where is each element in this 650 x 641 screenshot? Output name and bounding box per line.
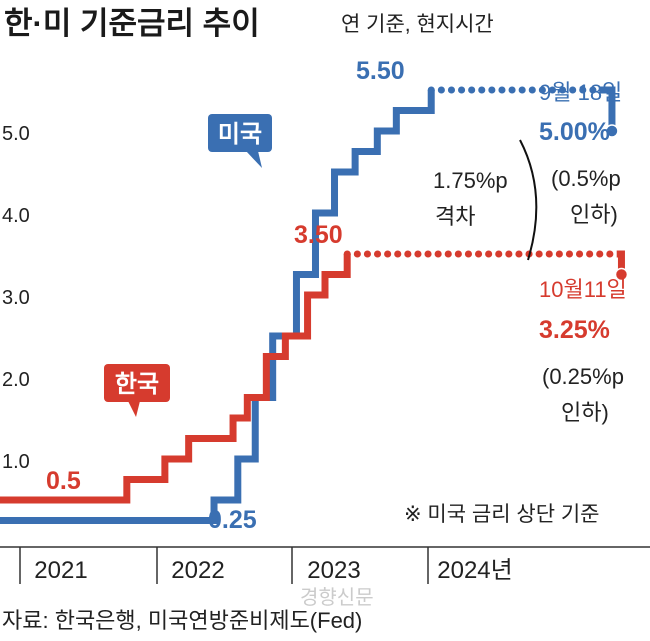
korea-callout-tail xyxy=(128,401,140,417)
x-label-2022: 2022 xyxy=(171,557,224,584)
y-tick-5: 5.0 xyxy=(2,123,30,145)
us-rate-line xyxy=(0,90,435,524)
korea-end-point xyxy=(614,267,629,282)
korea-cut-step xyxy=(616,250,625,275)
us-end-date: 9월 18일 xyxy=(539,80,622,105)
x-label-2024: 2024년 xyxy=(437,557,512,584)
korea-callout-label: 한국 xyxy=(115,371,159,398)
gap-label-2: 격차 xyxy=(435,204,475,229)
us-cut-step xyxy=(599,86,616,131)
us-callout-tail xyxy=(246,151,262,168)
y-tick-3: 3.0 xyxy=(2,287,30,309)
chart-subtitle: 연 기준, 현지시간 xyxy=(341,13,494,36)
source-note: 자료: 한국은행, 미국연방준비제도(Fed) xyxy=(2,608,362,633)
y-tick-1: 1.0 xyxy=(2,451,30,473)
us-end-value: 5.00% xyxy=(539,118,610,146)
korea-end-date: 10월11일 xyxy=(539,277,627,302)
korea-end-note-1: (0.25%p xyxy=(542,364,624,389)
us-start-label: 0.25 xyxy=(208,506,257,534)
gap-label-1: 1.75%p xyxy=(433,168,508,193)
footnote: ※ 미국 금리 상단 기준 xyxy=(404,503,600,526)
x-axis-ticks: 2021 2022 2023 2024년 xyxy=(19,547,513,584)
x-label-2021: 2021 xyxy=(34,557,87,584)
korea-peak-label: 3.50 xyxy=(294,221,343,249)
korea-callout: 한국 xyxy=(104,364,170,417)
y-axis-ticks: 1.0 2.0 3.0 4.0 5.0 xyxy=(2,123,30,473)
x-label-2023: 2023 xyxy=(307,557,360,584)
us-end-note-1: (0.5%p xyxy=(551,166,621,191)
us-end-point xyxy=(605,124,619,138)
chart-title: 한·미 기준금리 추이 xyxy=(4,6,260,41)
us-peak-label: 5.50 xyxy=(356,57,405,85)
series-layer xyxy=(0,86,629,524)
y-tick-4: 4.0 xyxy=(2,205,30,227)
us-callout: 미국 xyxy=(208,114,272,168)
watermark: 경향신문 xyxy=(300,586,374,609)
korea-end-note-2: 인하) xyxy=(561,400,609,425)
korea-start-label: 0.5 xyxy=(46,467,81,495)
us-end-note-2: 인하) xyxy=(570,202,618,227)
us-callout-label: 미국 xyxy=(218,121,262,148)
korea-rate-line xyxy=(0,254,351,504)
us-callout-box xyxy=(208,114,272,152)
korea-end-value: 3.25% xyxy=(539,316,610,344)
korea-callout-box xyxy=(104,364,170,402)
gap-bracket xyxy=(519,139,538,261)
y-tick-2: 2.0 xyxy=(2,369,30,391)
